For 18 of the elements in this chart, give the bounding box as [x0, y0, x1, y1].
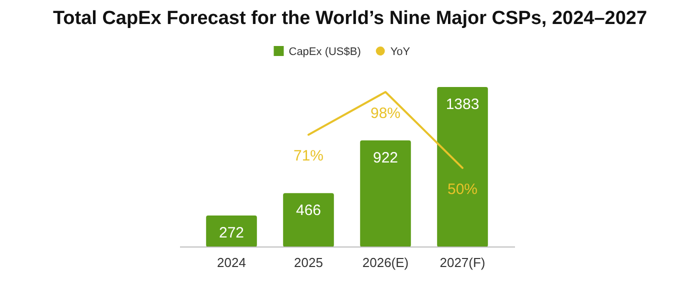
x-tick-label: 2025 — [294, 255, 323, 270]
data-label: 50% — [447, 180, 478, 198]
legend-label: YoY — [390, 46, 411, 58]
x-tick-label: 2024 — [217, 255, 246, 270]
data-label: 922 — [372, 149, 398, 166]
data-label: 98% — [370, 105, 401, 122]
bar — [206, 216, 257, 247]
bar — [437, 87, 488, 247]
x-tick-label: 2026(E) — [362, 255, 409, 270]
legend-label: CapEx (US$B) — [288, 46, 361, 58]
bar — [360, 140, 411, 247]
x-tick-label: 2027(F) — [440, 255, 486, 270]
data-label: 272 — [218, 224, 244, 242]
bar — [283, 193, 334, 247]
data-label: 1383 — [446, 96, 480, 113]
data-label: 466 — [296, 202, 322, 220]
data-label: 71% — [293, 148, 324, 165]
chart-title: Total CapEx Forecast for the World’s Nine Major CSPs, 2024–2027 — [52, 8, 648, 29]
